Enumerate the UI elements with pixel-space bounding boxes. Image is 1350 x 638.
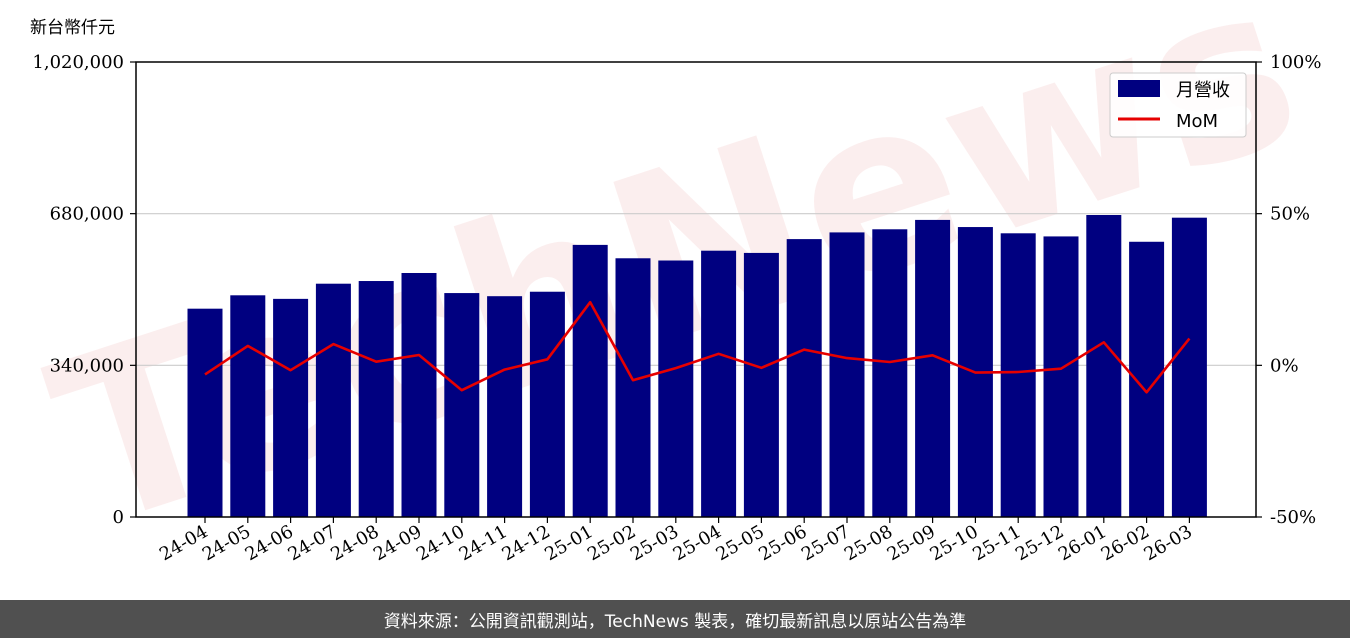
- x-tick-label: 24-08: [327, 521, 382, 565]
- x-tick-label: 24-10: [413, 521, 468, 565]
- revenue-bar: [1043, 236, 1079, 517]
- revenue-bar: [273, 298, 309, 517]
- x-tick-label: 24-09: [370, 521, 425, 565]
- source-footer: 資料來源：公開資訊觀測站，TechNews 製表，確切最新訊息以原站公告為準: [0, 600, 1350, 638]
- revenue-bar: [829, 232, 865, 517]
- left-tick-label: 340,000: [50, 355, 124, 376]
- revenue-bar: [743, 252, 779, 517]
- x-tick-label: 25-07: [798, 521, 853, 565]
- mom-series: [204, 300, 1191, 394]
- bar-series: [187, 215, 1207, 518]
- revenue-bar: [872, 229, 908, 517]
- x-tick-label: 24-11: [456, 521, 511, 565]
- left-tick-label: 680,000: [50, 204, 124, 225]
- x-axis: 24-0424-0524-0624-0724-0824-0924-1024-11…: [156, 517, 1196, 565]
- x-tick-label: 25-11: [969, 521, 1024, 565]
- right-axis: -50% 0% 50% 100%: [1256, 52, 1321, 528]
- right-tick-label: 100%: [1270, 52, 1321, 73]
- x-tick-label: 25-06: [755, 521, 810, 565]
- revenue-bar: [444, 293, 480, 517]
- revenue-bar: [529, 291, 565, 517]
- left-tick-label: 0: [113, 507, 124, 528]
- mom-line: [204, 300, 1191, 394]
- revenue-bar: [358, 281, 394, 517]
- right-tick-label: 50%: [1270, 204, 1310, 225]
- revenue-bar: [701, 250, 737, 518]
- x-tick-label: 25-04: [670, 521, 725, 565]
- revenue-bar: [487, 296, 523, 517]
- revenue-bar: [658, 260, 694, 517]
- x-tick-label: 25-03: [627, 521, 682, 565]
- revenue-bar: [615, 258, 651, 517]
- right-tick-label: 0%: [1270, 355, 1299, 376]
- x-tick-label: 25-01: [541, 521, 596, 565]
- x-tick-label: 26-02: [1098, 521, 1153, 565]
- revenue-chart: TechNews 新台幣仟元 0340,000680,0001,020,000 …: [26, 0, 1326, 580]
- left-tick-label: 1,020,000: [32, 52, 124, 73]
- x-tick-label: 25-05: [712, 521, 767, 565]
- revenue-bar: [786, 239, 822, 517]
- x-tick-label: 25-10: [926, 521, 981, 565]
- revenue-bar: [401, 272, 437, 517]
- x-tick-label: 24-12: [498, 521, 553, 565]
- x-tick-label: 24-07: [284, 521, 339, 565]
- x-tick-label: 26-01: [1055, 521, 1110, 565]
- left-axis: 0 340,000 680,000 1,020,000: [32, 52, 136, 528]
- revenue-bar: [1171, 217, 1207, 517]
- revenue-bar: [572, 244, 608, 517]
- x-tick-label: 25-09: [884, 521, 939, 565]
- right-tick-label: -50%: [1270, 507, 1316, 528]
- revenue-bar: [915, 219, 951, 518]
- revenue-bar: [1086, 215, 1122, 518]
- revenue-bar: [230, 295, 266, 517]
- revenue-bar: [315, 283, 351, 517]
- unit-label: 新台幣仟元: [30, 18, 115, 38]
- x-tick-label: 25-12: [1012, 521, 1067, 565]
- revenue-bar: [1000, 233, 1036, 517]
- legend-label-mom: MoM: [1176, 111, 1218, 132]
- revenue-bar: [187, 308, 223, 517]
- x-tick-label: 26-03: [1140, 521, 1195, 565]
- x-tick-label: 25-02: [584, 521, 639, 565]
- legend: 月營收 MoM: [1109, 72, 1247, 138]
- legend-label-revenue: 月營收: [1176, 80, 1230, 101]
- x-tick-label: 25-08: [841, 521, 896, 565]
- legend-bar-swatch: [1118, 80, 1160, 97]
- plot-frame: [135, 61, 1257, 518]
